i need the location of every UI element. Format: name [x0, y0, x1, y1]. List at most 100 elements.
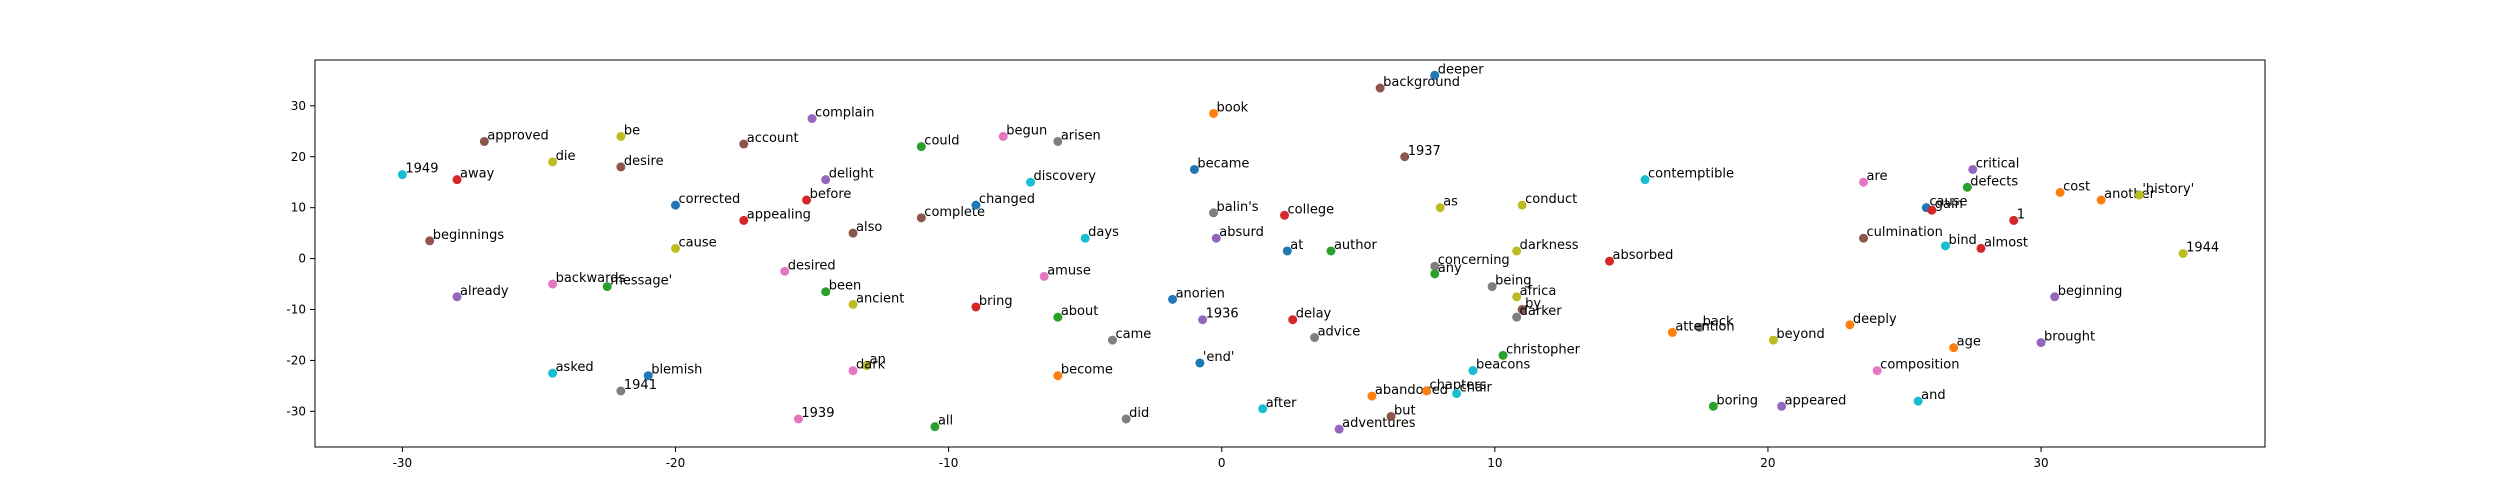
- point-label: 1: [2017, 207, 2025, 222]
- scatter-point: [1487, 282, 1497, 292]
- scatter-point: [821, 287, 831, 297]
- point-label: delight: [829, 167, 874, 182]
- x-tick-label: 30: [2033, 456, 2048, 470]
- scatter-point: [602, 282, 612, 292]
- point-label: by: [1525, 297, 1541, 312]
- scatter-point: [1422, 386, 1432, 396]
- scatter-point: [848, 228, 858, 238]
- point-label: author: [1334, 238, 1377, 253]
- x-tick-label: 20: [1760, 456, 1775, 470]
- point-label: and: [1921, 388, 1945, 403]
- scatter-point: [780, 266, 790, 276]
- scatter-point: [1517, 305, 1527, 315]
- point-label: anorien: [1176, 286, 1225, 301]
- point-label: ancient: [856, 291, 904, 306]
- scatter-point: [1430, 261, 1440, 271]
- scatter-point: [616, 131, 626, 141]
- scatter-point: [971, 302, 981, 312]
- y-tick-label: 20: [291, 150, 306, 164]
- point-label: appeared: [1785, 393, 1847, 408]
- scatter-point: [2009, 215, 2019, 225]
- scatter-point: [1859, 233, 1869, 243]
- point-label: chapters: [1430, 378, 1487, 393]
- scatter-point: [1334, 424, 1344, 434]
- scatter-point: [1845, 320, 1855, 330]
- point-label: gain: [1935, 197, 1963, 212]
- scatter-point: [1400, 152, 1410, 162]
- point-label: dark: [856, 358, 886, 373]
- scatter-point: [452, 292, 462, 302]
- point-label: amuse: [1047, 263, 1091, 278]
- scatter-point: [1258, 404, 1268, 414]
- plot-frame: [314, 59, 2266, 448]
- scatter-point: [1168, 294, 1178, 304]
- scatter-point: [1282, 246, 1292, 256]
- point-label: any: [1438, 261, 1462, 276]
- scatter-point: [1195, 358, 1205, 368]
- point-label: deeply: [1853, 312, 1897, 327]
- point-label: culmination: [1867, 225, 1943, 240]
- scatter-point: [1430, 269, 1440, 279]
- scatter-point: [1211, 233, 1221, 243]
- scatter-point: [1107, 335, 1117, 345]
- scatter-point: [793, 414, 803, 424]
- point-label: attention: [1675, 319, 1734, 334]
- scatter-point: [1435, 203, 1445, 213]
- scatter-point: [479, 136, 489, 146]
- point-label: 'end': [1203, 350, 1235, 365]
- point-label: darker: [1520, 304, 1563, 319]
- point-label: all: [938, 414, 953, 429]
- scatter-point: [862, 361, 872, 371]
- scatter-point: [1512, 246, 1522, 256]
- point-label: another: [2104, 187, 2155, 202]
- y-tick-label: -20: [286, 353, 306, 367]
- point-label: account: [747, 131, 799, 146]
- point-label: absorbed: [1613, 248, 1674, 263]
- x-tick-label: -20: [666, 456, 686, 470]
- scatter-point: [425, 236, 435, 246]
- point-label: brought: [2044, 330, 2095, 345]
- point-label: defects: [1970, 174, 2018, 189]
- point-label: already: [460, 284, 509, 299]
- point-label: 'history': [2142, 182, 2194, 197]
- scatter-point: [1430, 70, 1440, 80]
- scatter-point: [1053, 136, 1063, 146]
- scatter-point: [1080, 233, 1090, 243]
- point-label: cause: [1929, 195, 1967, 210]
- point-label: desired: [788, 258, 836, 273]
- scatter-point: [916, 213, 926, 223]
- point-label: deeper: [1438, 62, 1484, 77]
- point-label: cause: [679, 235, 717, 250]
- scatter-point: [1605, 256, 1615, 266]
- scatter-point: [397, 170, 407, 180]
- x-tick-label: 0: [1218, 456, 1226, 470]
- point-label: chair: [1460, 381, 1493, 396]
- point-label: but: [1394, 403, 1416, 418]
- point-label: darkness: [1520, 238, 1579, 253]
- scatter-point: [548, 368, 558, 378]
- point-label: christopher: [1506, 342, 1581, 357]
- point-label: background: [1383, 75, 1460, 90]
- scatter-point: [1667, 327, 1677, 337]
- y-tick-label: -30: [286, 404, 306, 418]
- point-label: book: [1217, 100, 1249, 115]
- scatter-point: [2055, 187, 2065, 197]
- points-layer: 1949 away beginnings already approved be die de…: [397, 62, 2219, 434]
- point-label: bind: [1948, 233, 1976, 248]
- point-label: beginnings: [433, 228, 505, 243]
- point-label: beginning: [2058, 284, 2123, 299]
- point-label: approved: [487, 128, 548, 143]
- y-tick-label: 0: [298, 252, 306, 266]
- y-tick-label: 10: [291, 201, 306, 215]
- scatter-point: [1209, 108, 1219, 118]
- scatter-point: [616, 162, 626, 172]
- point-label: about: [1061, 304, 1099, 319]
- scatter-point: [1375, 83, 1385, 93]
- scatter-point: [1026, 177, 1036, 187]
- scatter-point: [2050, 292, 2060, 302]
- point-label: back: [1703, 314, 1734, 329]
- point-label: did: [1129, 406, 1149, 421]
- scatter-point: [848, 366, 858, 376]
- y-tick-label: -10: [286, 303, 306, 317]
- point-label: also: [856, 220, 882, 235]
